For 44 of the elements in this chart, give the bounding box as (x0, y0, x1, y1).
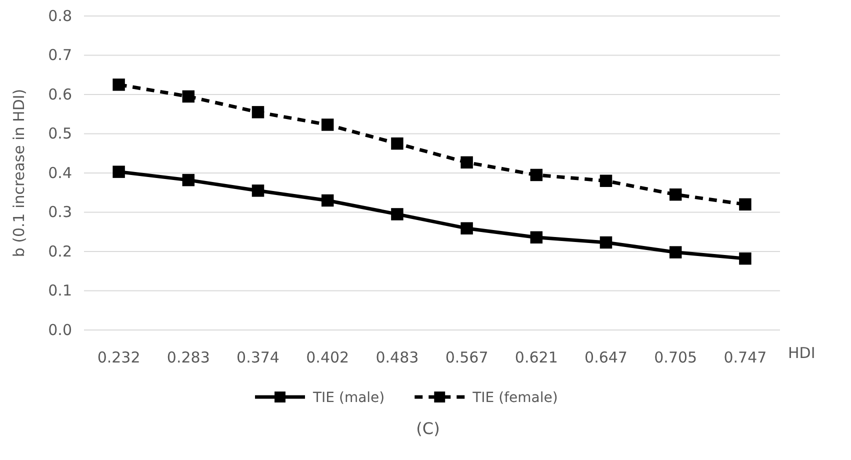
point (460, 156, 473, 169)
point (321, 118, 334, 131)
y-tick-label: 0.8 (48, 6, 72, 25)
point (669, 188, 682, 201)
point (739, 198, 752, 211)
x-tick-label: 0.283 (166, 348, 210, 367)
point (112, 166, 125, 178)
point (530, 168, 543, 182)
point (460, 222, 473, 234)
x-tick-label: 0.374 (236, 348, 280, 367)
point (112, 78, 125, 91)
y-tick-label: 0.7 (48, 46, 72, 64)
x-tick-label: 0.747 (724, 348, 767, 367)
y-tick-label: 0.3 (48, 203, 72, 222)
legend-label: TIE (female) (472, 390, 558, 406)
point (600, 174, 612, 187)
point (739, 252, 752, 265)
y-tick-label: 0.1 (48, 282, 72, 300)
point (321, 194, 334, 207)
x-tick-label: 0.483 (376, 348, 419, 367)
x-tick-label: 0.647 (584, 348, 628, 367)
point (182, 174, 195, 186)
x-tick-label: 0.567 (445, 348, 488, 367)
x-tick-label: 0.621 (514, 348, 558, 367)
y-tick-label: 0.4 (48, 164, 72, 182)
x-tick-label: 0.402 (306, 348, 350, 367)
y-tick-label: 0.6 (48, 85, 72, 104)
y-tick-label: 0.2 (48, 242, 72, 260)
point (669, 246, 682, 258)
point (530, 231, 543, 244)
point (182, 90, 195, 103)
text: (C) (416, 419, 440, 438)
point (252, 106, 264, 118)
x-tick-label: 0.232 (97, 348, 140, 367)
x-axis-title: HDI (788, 344, 816, 362)
y-tick-label: 0.0 (48, 320, 72, 339)
legend-label: TIE (male) (312, 390, 385, 406)
point (600, 236, 612, 249)
point (391, 137, 404, 150)
point (391, 208, 404, 220)
point (252, 184, 264, 197)
x-tick-label: 0.705 (654, 348, 698, 367)
y-tick-label: 0.5 (48, 124, 72, 143)
y-axis-title: b (0.1 increase in HDI) (10, 88, 28, 258)
